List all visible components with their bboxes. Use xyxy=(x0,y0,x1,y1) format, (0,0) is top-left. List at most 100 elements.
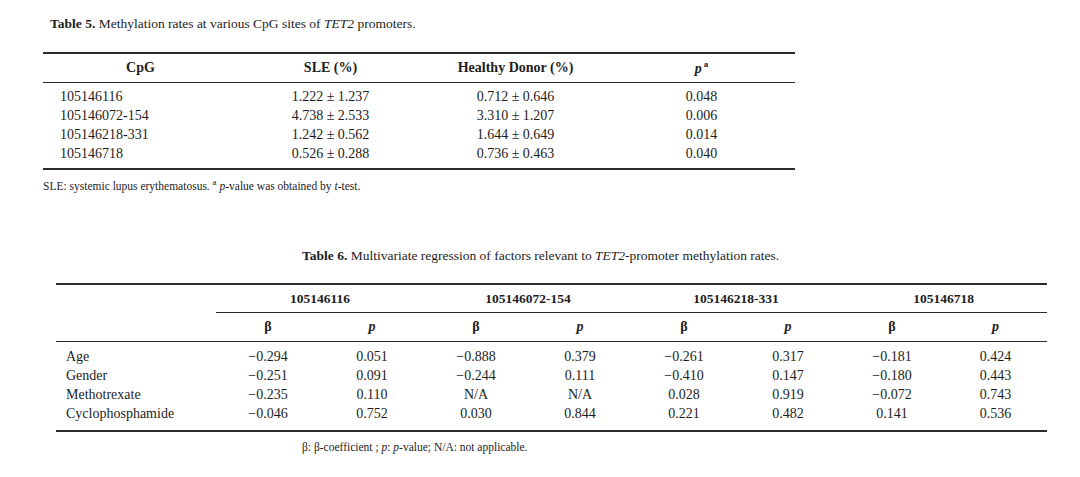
subheader-beta: β xyxy=(632,313,736,342)
table-row: 105146218-331 1.242 ± 0.562 1.644 ± 0.64… xyxy=(43,125,795,144)
footnote-abbrev: SLE: systemic lupus erythematosus. xyxy=(43,180,210,192)
beta-cell: −0.251 xyxy=(216,366,320,385)
paper-page: Table 5. Methylation rates at various Cp… xyxy=(0,0,1080,477)
beta-cell: −0.181 xyxy=(840,342,944,367)
table5-caption-text-pre: Methylation rates at various CpG sites o… xyxy=(95,16,324,31)
beta-cell: −0.046 xyxy=(216,404,320,431)
p-cell: 0.424 xyxy=(944,342,1047,367)
p-cell: 0.536 xyxy=(944,404,1047,431)
factor-label-cell: Gender xyxy=(56,366,216,385)
table6: 105146116 105146072-154 105146218-331 10… xyxy=(56,283,1047,432)
table5-section: Table 5. Methylation rates at various Cp… xyxy=(43,14,795,193)
table5-caption-label: Table 5. xyxy=(50,16,95,31)
healthy-value-cell: 0.736 ± 0.463 xyxy=(423,144,608,169)
healthy-value-cell: 0.712 ± 0.646 xyxy=(423,83,608,107)
table6-caption: Table 6. Multivariate regression of fact… xyxy=(302,246,1047,266)
table-row: Methotrexate −0.235 0.110 N/A N/A 0.028 … xyxy=(56,385,1047,404)
factor-label-cell: Cyclophosphamide xyxy=(56,404,216,431)
table6-group-header-row: 105146116 105146072-154 105146218-331 10… xyxy=(56,284,1047,313)
p-cell: 0.844 xyxy=(528,404,632,431)
p-cell: 0.443 xyxy=(944,366,1047,385)
p-cell: 0.110 xyxy=(320,385,424,404)
group-header-cpg-site: 105146218-331 xyxy=(632,284,840,313)
p-cell: 0.743 xyxy=(944,385,1047,404)
group-header-cpg-site: 105146116 xyxy=(216,284,424,313)
tet2-gene-italic: TET2 xyxy=(324,16,354,31)
table5-footnote: SLE: systemic lupus erythematosus. a p-v… xyxy=(43,175,795,193)
subheader-p: p xyxy=(736,313,840,342)
footnote-end: -value; N/A: not applicable. xyxy=(399,441,527,453)
subheader-p: p xyxy=(944,313,1047,342)
p-cell: 0.051 xyxy=(320,342,424,367)
col-header-cpg: CpG xyxy=(43,53,238,83)
table6-caption-text-post: -promoter methylation rates. xyxy=(625,248,779,263)
table5: CpG SLE (%) Healthy Donor (%) pa 1051461… xyxy=(43,52,795,170)
table-row: Cyclophosphamide −0.046 0.752 0.030 0.84… xyxy=(56,404,1047,431)
beta-cell: 0.221 xyxy=(632,404,736,431)
p-value-cell: 0.006 xyxy=(608,106,795,125)
beta-cell: 0.141 xyxy=(840,404,944,431)
footnote-mid: -value was obtained by xyxy=(225,180,334,192)
subheader-beta: β xyxy=(424,313,528,342)
table-row: Age −0.294 0.051 −0.888 0.379 −0.261 0.3… xyxy=(56,342,1047,367)
subheader-p: p xyxy=(320,313,424,342)
beta-cell: −0.410 xyxy=(632,366,736,385)
footnote-beta-def: β: β-coefficient ; xyxy=(302,441,382,453)
beta-cell: −0.888 xyxy=(424,342,528,367)
subheader-beta: β xyxy=(216,313,320,342)
beta-cell: −0.294 xyxy=(216,342,320,367)
col-header-sle: SLE (%) xyxy=(238,53,423,83)
factor-label-cell: Methotrexate xyxy=(56,385,216,404)
sle-value-cell: 0.526 ± 0.288 xyxy=(238,144,423,169)
group-header-cpg-site: 105146072-154 xyxy=(424,284,632,313)
sle-value-cell: 1.222 ± 1.237 xyxy=(238,83,423,107)
beta-cell: 0.028 xyxy=(632,385,736,404)
table-row: 105146116 1.222 ± 1.237 0.712 ± 0.646 0.… xyxy=(43,83,795,107)
tet2-gene-italic: TET2 xyxy=(595,248,625,263)
beta-cell: 0.030 xyxy=(424,404,528,431)
p-cell: 0.752 xyxy=(320,404,424,431)
p-cell: 0.482 xyxy=(736,404,840,431)
cpg-site-cell: 105146072-154 xyxy=(43,106,238,125)
healthy-value-cell: 1.644 ± 0.649 xyxy=(423,125,608,144)
table6-section: Table 6. Multivariate regression of fact… xyxy=(56,246,1047,454)
cpg-site-cell: 105146218-331 xyxy=(43,125,238,144)
group-header-cpg-site: 105146718 xyxy=(840,284,1047,313)
beta-cell: N/A xyxy=(424,385,528,404)
table5-caption-text-post: promoters. xyxy=(354,16,416,31)
footnote-superscript-a: a xyxy=(213,177,217,187)
p-cell: 0.919 xyxy=(736,385,840,404)
col-header-healthy-donor: Healthy Donor (%) xyxy=(423,53,608,83)
p-value-cell: 0.040 xyxy=(608,144,795,169)
p-cell: 0.091 xyxy=(320,366,424,385)
table-row: 105146072-154 4.738 ± 2.533 3.310 ± 1.20… xyxy=(43,106,795,125)
p-cell: 0.379 xyxy=(528,342,632,367)
col-header-p-value: pa xyxy=(608,53,795,83)
subheader-beta: β xyxy=(840,313,944,342)
p-cell: 0.317 xyxy=(736,342,840,367)
beta-cell: −0.235 xyxy=(216,385,320,404)
table5-header-row: CpG SLE (%) Healthy Donor (%) pa xyxy=(43,53,795,83)
table5-caption: Table 5. Methylation rates at various Cp… xyxy=(50,14,795,34)
corner-empty-cell xyxy=(56,313,216,342)
p-cell: 0.111 xyxy=(528,366,632,385)
p-value-cell: 0.014 xyxy=(608,125,795,144)
table6-caption-text-pre: Multivariate regression of factors relev… xyxy=(347,248,595,263)
cpg-site-cell: 105146116 xyxy=(43,83,238,107)
footnote-end: -test. xyxy=(338,180,361,192)
table6-footnote: β: β-coefficient ; p: p-value; N/A: not … xyxy=(302,440,1047,454)
beta-cell: −0.244 xyxy=(424,366,528,385)
beta-cell: −0.261 xyxy=(632,342,736,367)
p-symbol: p xyxy=(695,61,702,76)
factor-label-cell: Age xyxy=(56,342,216,367)
table6-subheader-row: β p β p β p β p xyxy=(56,313,1047,342)
table-row: 105146718 0.526 ± 0.288 0.736 ± 0.463 0.… xyxy=(43,144,795,169)
beta-cell: −0.072 xyxy=(840,385,944,404)
subheader-p: p xyxy=(528,313,632,342)
table-row: Gender −0.251 0.091 −0.244 0.111 −0.410 … xyxy=(56,366,1047,385)
p-superscript-a: a xyxy=(704,59,709,69)
cpg-site-cell: 105146718 xyxy=(43,144,238,169)
beta-cell: −0.180 xyxy=(840,366,944,385)
p-value-cell: 0.048 xyxy=(608,83,795,107)
sle-value-cell: 4.738 ± 2.533 xyxy=(238,106,423,125)
